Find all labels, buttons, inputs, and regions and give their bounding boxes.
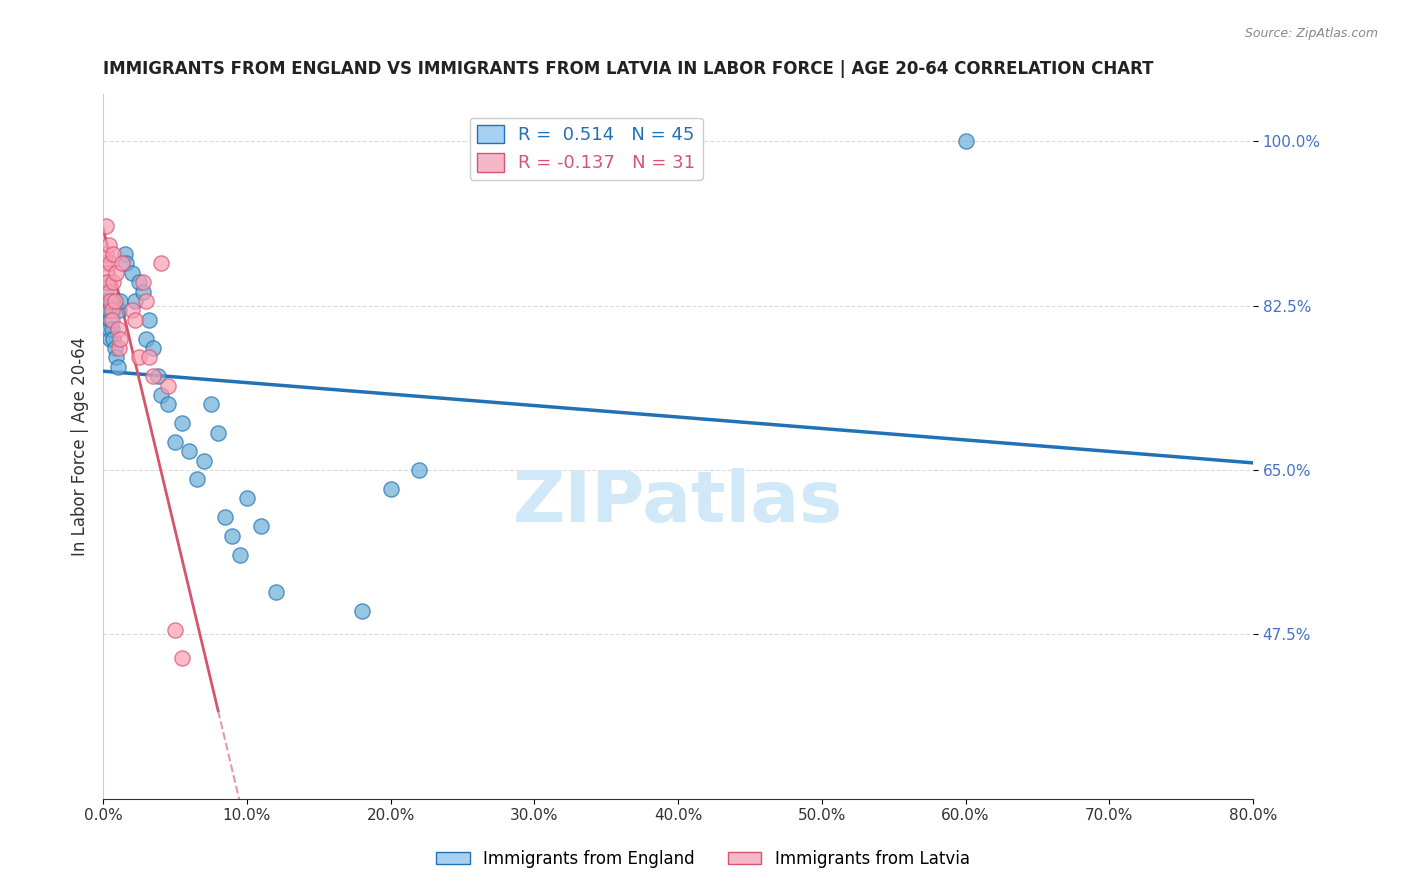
Point <box>132 285 155 299</box>
Legend: Immigrants from England, Immigrants from Latvia: Immigrants from England, Immigrants from… <box>430 844 976 875</box>
Point <box>94 285 117 299</box>
Point <box>221 529 243 543</box>
Point <box>98 256 121 270</box>
Point <box>250 519 273 533</box>
Point <box>142 341 165 355</box>
Point <box>94 247 117 261</box>
Point <box>124 293 146 308</box>
Point <box>98 293 121 308</box>
Point <box>100 313 122 327</box>
Point <box>111 256 134 270</box>
Point <box>142 369 165 384</box>
Point <box>955 135 977 149</box>
Point <box>236 491 259 506</box>
Point <box>100 293 122 308</box>
Point <box>103 275 125 289</box>
Point <box>107 322 129 336</box>
Point <box>179 444 201 458</box>
Point <box>163 623 186 637</box>
Point <box>97 322 120 336</box>
Point <box>96 293 118 308</box>
Point <box>103 332 125 346</box>
Point <box>121 266 143 280</box>
Point <box>163 434 186 449</box>
Point <box>172 651 194 665</box>
Point <box>104 293 127 308</box>
Point <box>214 510 236 524</box>
Point <box>98 313 121 327</box>
Point <box>108 341 131 355</box>
Point <box>96 275 118 289</box>
Point <box>93 256 115 270</box>
Point <box>97 285 120 299</box>
Point <box>200 397 222 411</box>
Point <box>350 604 373 618</box>
Point <box>94 219 117 233</box>
Point <box>149 256 172 270</box>
Text: ZIPatlas: ZIPatlas <box>513 468 844 538</box>
Point <box>146 369 169 384</box>
Text: IMMIGRANTS FROM ENGLAND VS IMMIGRANTS FROM LATVIA IN LABOR FORCE | AGE 20-64 COR: IMMIGRANTS FROM ENGLAND VS IMMIGRANTS FR… <box>103 60 1154 78</box>
Point <box>114 247 136 261</box>
Point <box>93 303 115 318</box>
Point <box>100 322 122 336</box>
Point <box>138 313 160 327</box>
Point <box>96 275 118 289</box>
Point <box>97 303 120 318</box>
Point <box>156 378 179 392</box>
Point <box>193 838 215 853</box>
Y-axis label: In Labor Force | Age 20-64: In Labor Force | Age 20-64 <box>72 337 89 556</box>
Point <box>207 425 229 440</box>
Point <box>228 548 250 562</box>
Point <box>100 303 122 318</box>
Point <box>105 266 128 280</box>
Point <box>135 293 157 308</box>
Point <box>103 247 125 261</box>
Point <box>135 332 157 346</box>
Point <box>121 303 143 318</box>
Point <box>138 351 160 365</box>
Legend: R =  0.514   N = 45, R = -0.137   N = 31: R = 0.514 N = 45, R = -0.137 N = 31 <box>470 118 703 179</box>
Point <box>193 453 215 467</box>
Point <box>149 388 172 402</box>
Point <box>105 351 128 365</box>
Point <box>186 473 208 487</box>
Point <box>96 266 118 280</box>
Point <box>98 332 121 346</box>
Point <box>172 416 194 430</box>
Point <box>128 275 150 289</box>
Point <box>97 237 120 252</box>
Point <box>110 293 132 308</box>
Point <box>108 303 131 318</box>
Point <box>110 332 132 346</box>
Point <box>104 341 127 355</box>
Point <box>124 313 146 327</box>
Point <box>115 256 138 270</box>
Point <box>408 463 430 477</box>
Point <box>156 397 179 411</box>
Point <box>107 359 129 374</box>
Point <box>128 351 150 365</box>
Point <box>264 585 287 599</box>
Point <box>132 275 155 289</box>
Point <box>380 482 402 496</box>
Text: Source: ZipAtlas.com: Source: ZipAtlas.com <box>1244 27 1378 40</box>
